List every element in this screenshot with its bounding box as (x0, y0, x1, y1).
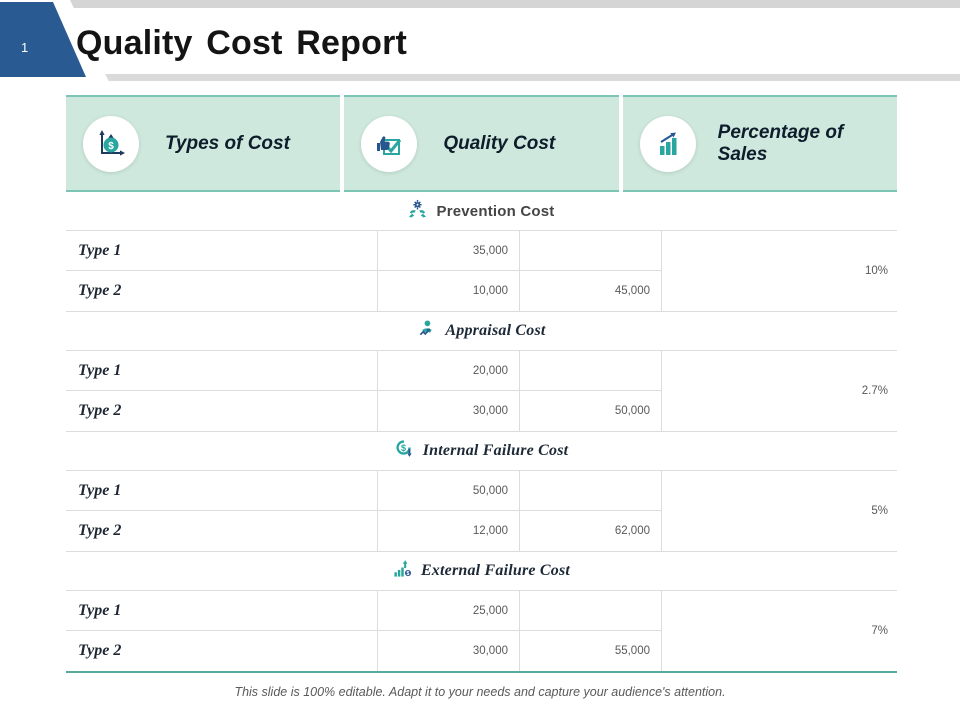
row-label: Type 1 (66, 231, 378, 271)
row-label: Type 2 (66, 631, 378, 671)
row-label: Type 2 (66, 511, 378, 551)
cost-value: 50,000 (378, 471, 520, 511)
cost-value: 35,000 (378, 231, 520, 271)
svg-text:$: $ (406, 571, 409, 577)
section-title-row: Appraisal Cost (66, 312, 897, 351)
percentage-value: 2.7% (861, 385, 888, 397)
thumbs-up-check-icon (361, 115, 418, 172)
inspector-icon (417, 319, 436, 343)
bars-up-arrow-icon: $ (393, 559, 412, 583)
header-label: Quality Cost (443, 132, 556, 154)
section-title-row: Prevention Cost (66, 192, 897, 231)
percentage-value: 5% (871, 505, 888, 517)
header-label: Percentage of Sales (717, 121, 844, 165)
row-label: Type 2 (66, 391, 378, 431)
subtotal-value (520, 471, 662, 511)
slide-number: 1 (21, 40, 29, 55)
editable-note: This slide is 100% editable. Adapt it to… (234, 685, 726, 699)
section-title: Internal Failure Cost (422, 442, 569, 459)
quality-cost-table: $ Types of Cost Quality Cost (66, 95, 897, 673)
bar-growth-icon (639, 115, 696, 172)
subtotal-value: 50,000 (520, 391, 662, 431)
section-title: Prevention Cost (436, 202, 555, 220)
percentage-value: 7% (871, 625, 888, 637)
cost-value: 30,000 (378, 631, 520, 671)
subtotal-value: 62,000 (520, 511, 662, 551)
row-label: Type 1 (66, 591, 378, 631)
subtotal-value (520, 231, 662, 271)
table-header-row: $ Types of Cost Quality Cost (66, 95, 897, 192)
cost-value: 20,000 (378, 351, 520, 391)
dollar-cycle-down-icon: $ (395, 439, 414, 463)
cost-value: 10,000 (378, 271, 520, 311)
section-prevention-cost: Prevention Cost Type 1 35,000 10% Type 2… (66, 192, 897, 312)
table-body: Prevention Cost Type 1 35,000 10% Type 2… (66, 192, 897, 673)
header-label: Types of Cost (165, 132, 290, 154)
svg-text:$: $ (108, 141, 114, 152)
svg-text:$: $ (401, 443, 406, 453)
section-appraisal-cost: Appraisal Cost Type 1 20,000 2.7% Type 2… (66, 312, 897, 432)
subtotal-value: 45,000 (520, 271, 662, 311)
section-title-row: $ External Failure Cost (66, 552, 897, 591)
section-internal-failure-cost: $ Internal Failure Cost Type 1 50,000 5%… (66, 432, 897, 552)
page-title: Quality Cost Report (76, 24, 408, 62)
section-title-row: $ Internal Failure Cost (66, 432, 897, 471)
header-cell-quality-cost: Quality Cost (344, 95, 619, 192)
percentage-value: 10% (864, 265, 888, 277)
header-cell-percentage-of-sales: Percentage of Sales (622, 95, 897, 192)
row-label: Type 1 (66, 471, 378, 511)
section-title: External Failure Cost (420, 562, 571, 579)
hands-gear-icon (408, 199, 427, 223)
section-external-failure-cost: $ External Failure Cost Type 1 25,000 7%… (66, 552, 897, 671)
cost-value: 25,000 (378, 591, 520, 631)
cost-value: 30,000 (378, 391, 520, 431)
section-title: Appraisal Cost (445, 322, 546, 339)
cost-chart-icon: $ (83, 115, 139, 172)
subtotal-value: 55,000 (520, 631, 662, 671)
row-label: Type 1 (66, 351, 378, 391)
title-separator (0, 74, 960, 81)
row-label: Type 2 (66, 271, 378, 311)
header-cell-types-of-cost: $ Types of Cost (66, 95, 341, 192)
subtotal-value (520, 351, 662, 391)
subtotal-value (520, 591, 662, 631)
top-bar (0, 0, 960, 8)
cost-value: 12,000 (378, 511, 520, 551)
